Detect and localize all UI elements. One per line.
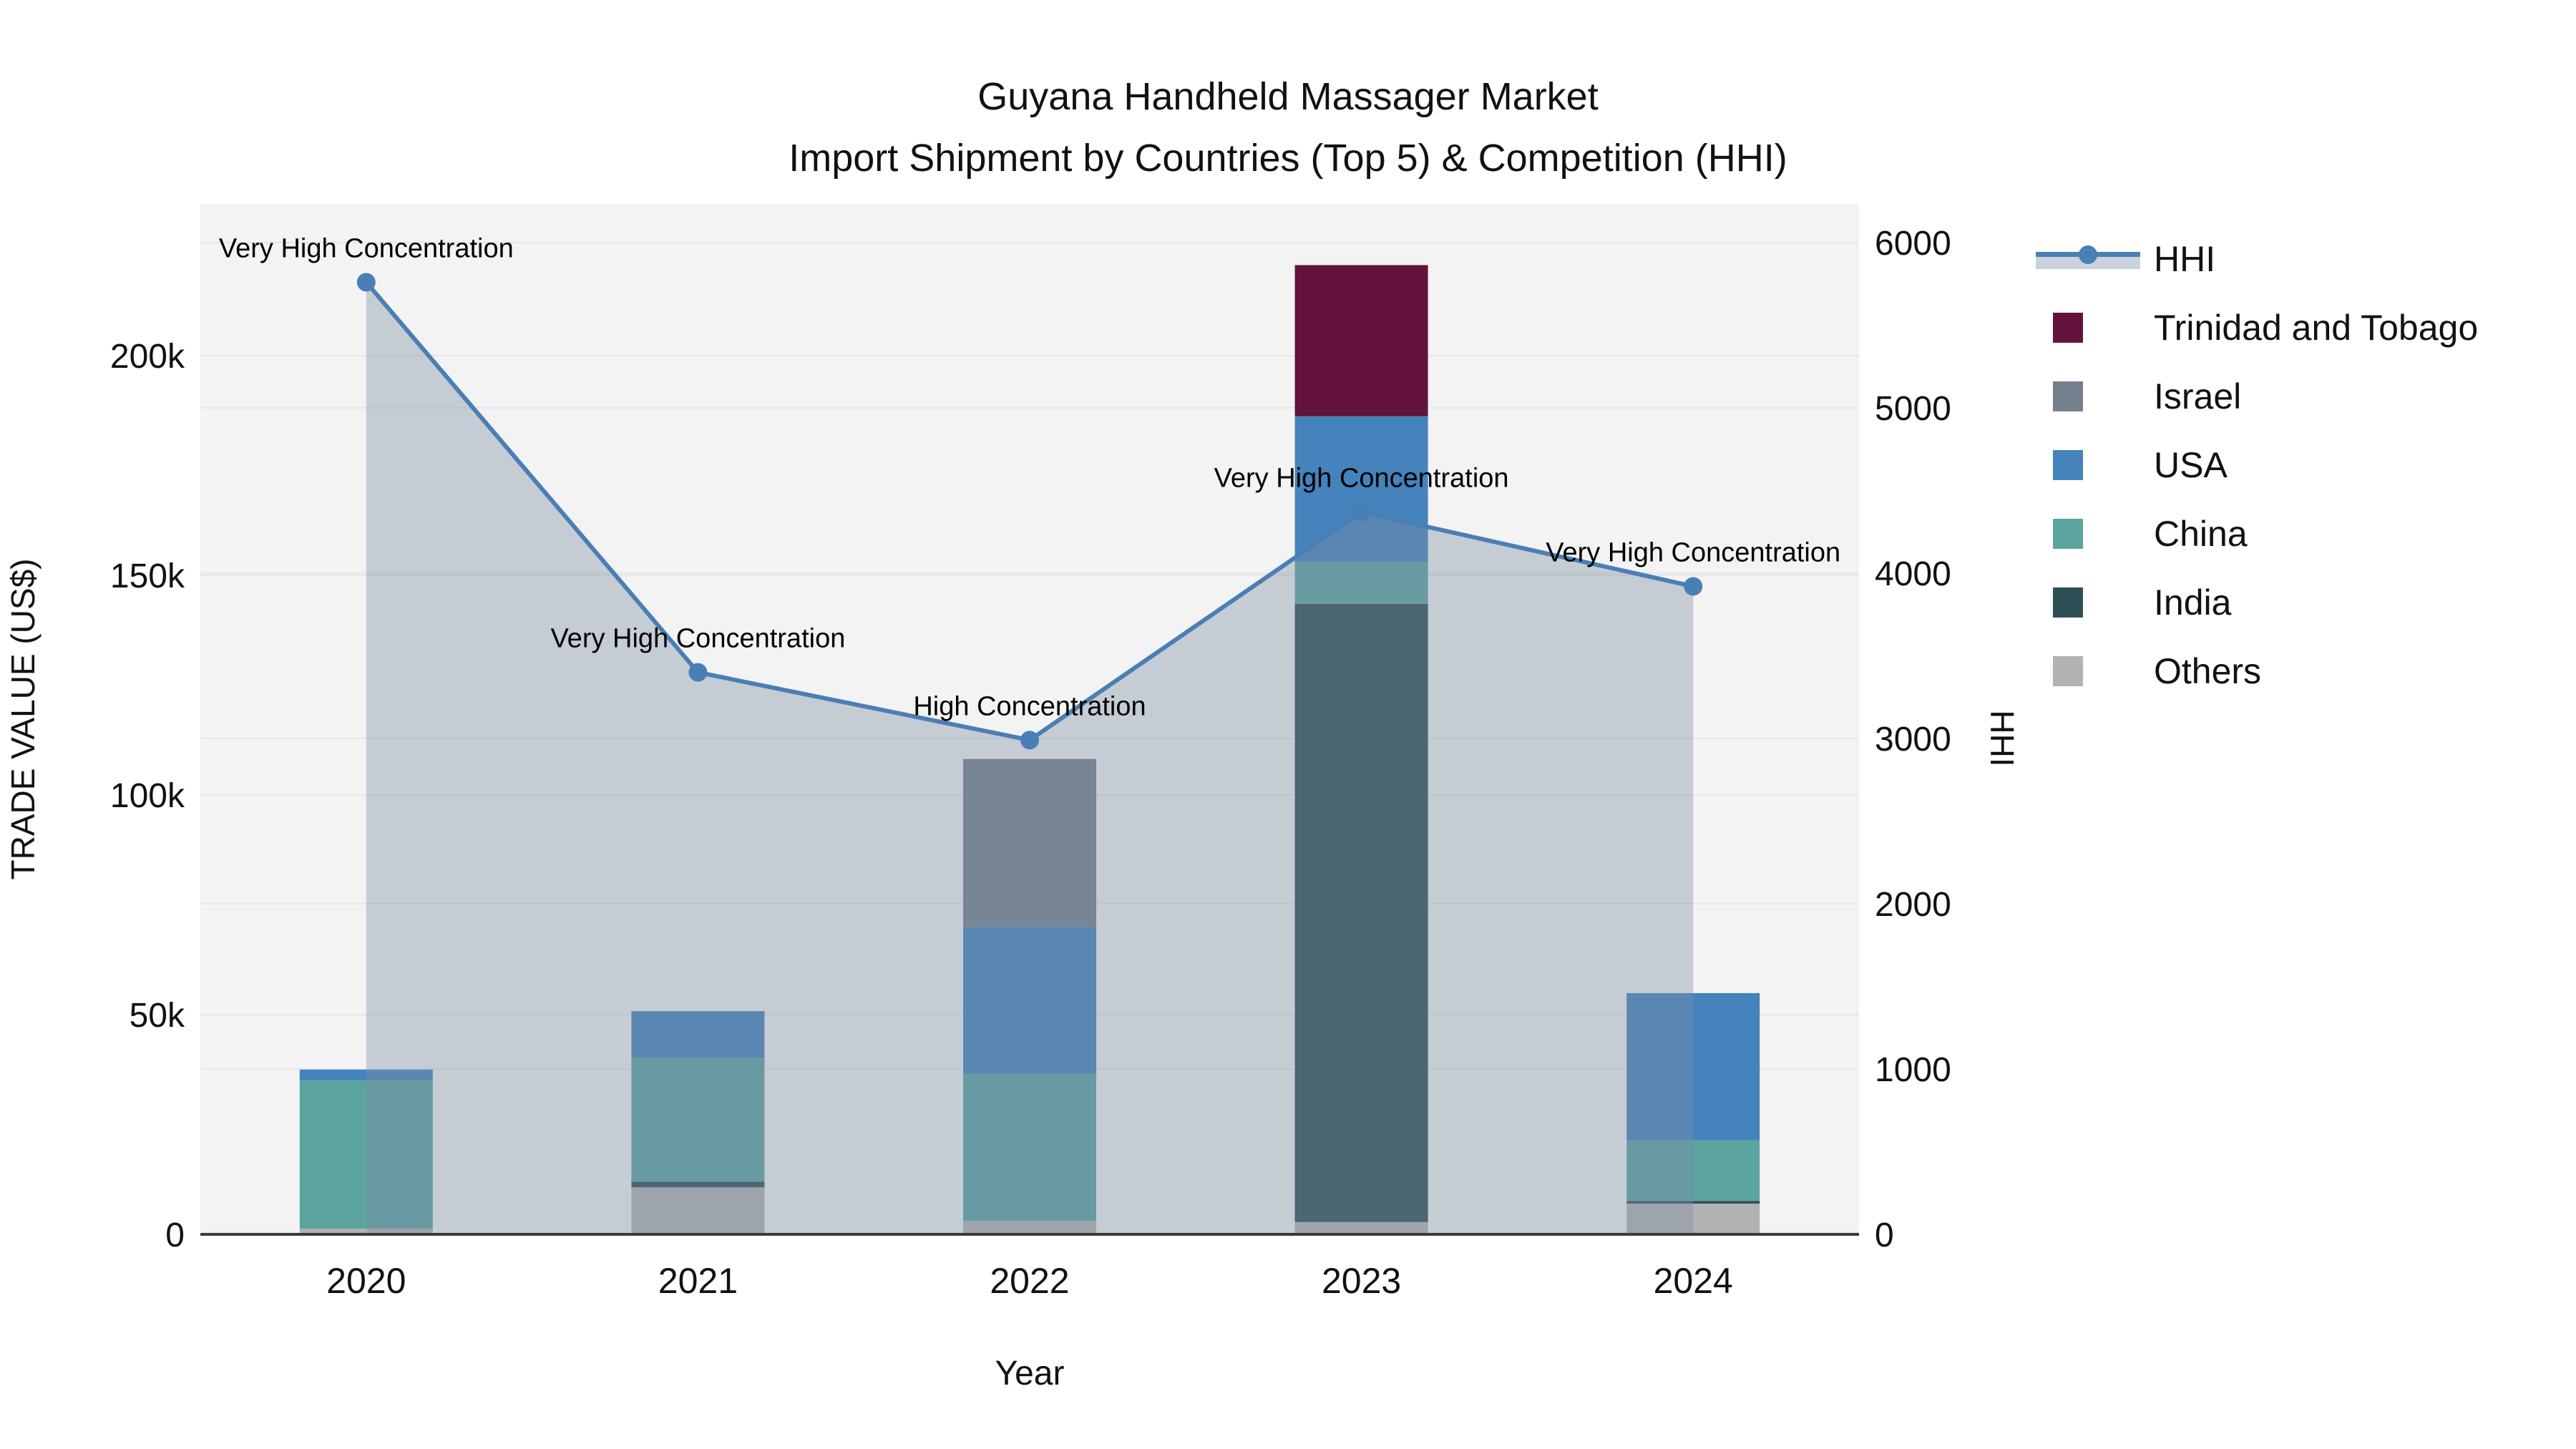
- legend-label: Others: [2154, 651, 2262, 691]
- bar-segment-2024-india: [1626, 1201, 1760, 1204]
- bar-segment-2020-china: [299, 1080, 433, 1229]
- annotation-2023: Very High Concentration: [1214, 464, 1509, 494]
- y-left-tick-150k: 150k: [110, 557, 185, 595]
- hhi-marker-2024: [1684, 577, 1703, 596]
- bar-segment-2023-others: [1294, 1221, 1428, 1234]
- y-right-tick-4000: 4000: [1875, 555, 1951, 593]
- hhi-marker-2021: [688, 663, 708, 682]
- y-axis-title-left: TRADE VALUE (US$): [4, 558, 42, 880]
- legend-color-swatch-icon: [2036, 448, 2154, 482]
- annotation-2020: Very High Concentration: [219, 233, 514, 263]
- x-tick-2023: 2023: [1322, 1261, 1401, 1301]
- y-left-tick-0: 0: [165, 1216, 185, 1254]
- legend-item-israel[interactable]: Israel: [2036, 362, 2478, 431]
- legend-color-swatch-icon: [2036, 311, 2154, 345]
- bar-segment-2021-others: [631, 1187, 765, 1234]
- hhi-marker-2020: [356, 273, 376, 292]
- hhi-marker-2022: [1020, 731, 1039, 750]
- legend-label: Israel: [2154, 376, 2242, 416]
- legend-label: HHI: [2154, 239, 2216, 279]
- y-right-tick-0: 0: [1875, 1216, 1894, 1254]
- x-tick-2024: 2024: [1654, 1261, 1733, 1301]
- bar-segment-2022-china: [963, 1073, 1096, 1221]
- y-left-tick-100k: 100k: [110, 777, 185, 815]
- y-right-tick-3000: 3000: [1875, 721, 1951, 758]
- bar-segment-2024-china: [1626, 1140, 1760, 1201]
- legend-label: India: [2154, 582, 2232, 623]
- bar-segment-2023-india: [1294, 603, 1428, 1222]
- bar-segment-2021-china: [631, 1058, 765, 1182]
- x-tick-2022: 2022: [990, 1261, 1069, 1301]
- y-right-tick-2000: 2000: [1875, 886, 1951, 924]
- y-left-tick-200k: 200k: [110, 338, 185, 376]
- bar-segment-2020-usa: [299, 1069, 433, 1080]
- hhi-marker-2023: [1352, 502, 1371, 522]
- x-axis-title: Year: [995, 1355, 1065, 1392]
- x-tick-2020: 2020: [326, 1261, 406, 1301]
- legend-color-swatch-icon: [2036, 379, 2154, 414]
- chart-title: Guyana Handheld Massager Market Import S…: [0, 66, 2576, 189]
- legend-label: China: [2154, 514, 2248, 554]
- bar-segment-2022-others: [963, 1220, 1096, 1234]
- legend-color-swatch-icon: [2036, 585, 2154, 620]
- x-tick-2021: 2021: [658, 1261, 738, 1301]
- legend-item-india[interactable]: India: [2036, 568, 2478, 637]
- bar-segment-2022-israel: [963, 758, 1096, 927]
- bar-segment-2021-india: [631, 1181, 765, 1188]
- chart-title-line1: Guyana Handheld Massager Market: [977, 75, 1599, 118]
- bar-segment-2023-trinidad-and-tobago: [1294, 265, 1428, 416]
- bar-segment-2024-others: [1626, 1204, 1760, 1234]
- legend-item-trinidad-and-tobago[interactable]: Trinidad and Tobago: [2036, 293, 2478, 362]
- y-axis-title-right: HHI: [1984, 710, 2021, 767]
- legend-item-hhi[interactable]: HHI: [2036, 225, 2478, 293]
- legend-item-others[interactable]: Others: [2036, 637, 2478, 706]
- y-left-tick-50k: 50k: [130, 997, 185, 1035]
- bar-segment-2023-china: [1294, 561, 1428, 604]
- y-right-tick-1000: 1000: [1875, 1051, 1951, 1089]
- y-right-tick-6000: 6000: [1875, 225, 1951, 263]
- legend-color-swatch-icon: [2036, 517, 2154, 551]
- legend: HHI Trinidad and Tobago Israel USA China Indi…: [2036, 225, 2478, 706]
- chart-title-line2: Import Shipment by Countries (Top 5) & C…: [789, 137, 1787, 180]
- x-axis-line: [200, 1233, 1859, 1236]
- bar-segment-2023-usa: [1294, 416, 1428, 562]
- annotation-2024: Very High Concentration: [1546, 537, 1840, 567]
- legend-label: Trinidad and Tobago: [2154, 308, 2479, 348]
- legend-item-usa[interactable]: USA: [2036, 431, 2478, 499]
- bar-segment-2024-usa: [1626, 992, 1760, 1141]
- legend-line-swatch-icon: [2036, 242, 2154, 276]
- bar-segment-2021-usa: [631, 1011, 765, 1058]
- legend-color-swatch-icon: [2036, 654, 2154, 688]
- legend-item-china[interactable]: China: [2036, 499, 2478, 568]
- y-right-tick-5000: 5000: [1875, 390, 1951, 428]
- bar-segment-2022-usa: [963, 927, 1096, 1074]
- legend-label: USA: [2154, 445, 2228, 485]
- bar-segment-2020-others: [299, 1229, 433, 1234]
- annotation-2021: Very High Concentration: [550, 624, 845, 654]
- annotation-2022: High Concentration: [913, 691, 1146, 721]
